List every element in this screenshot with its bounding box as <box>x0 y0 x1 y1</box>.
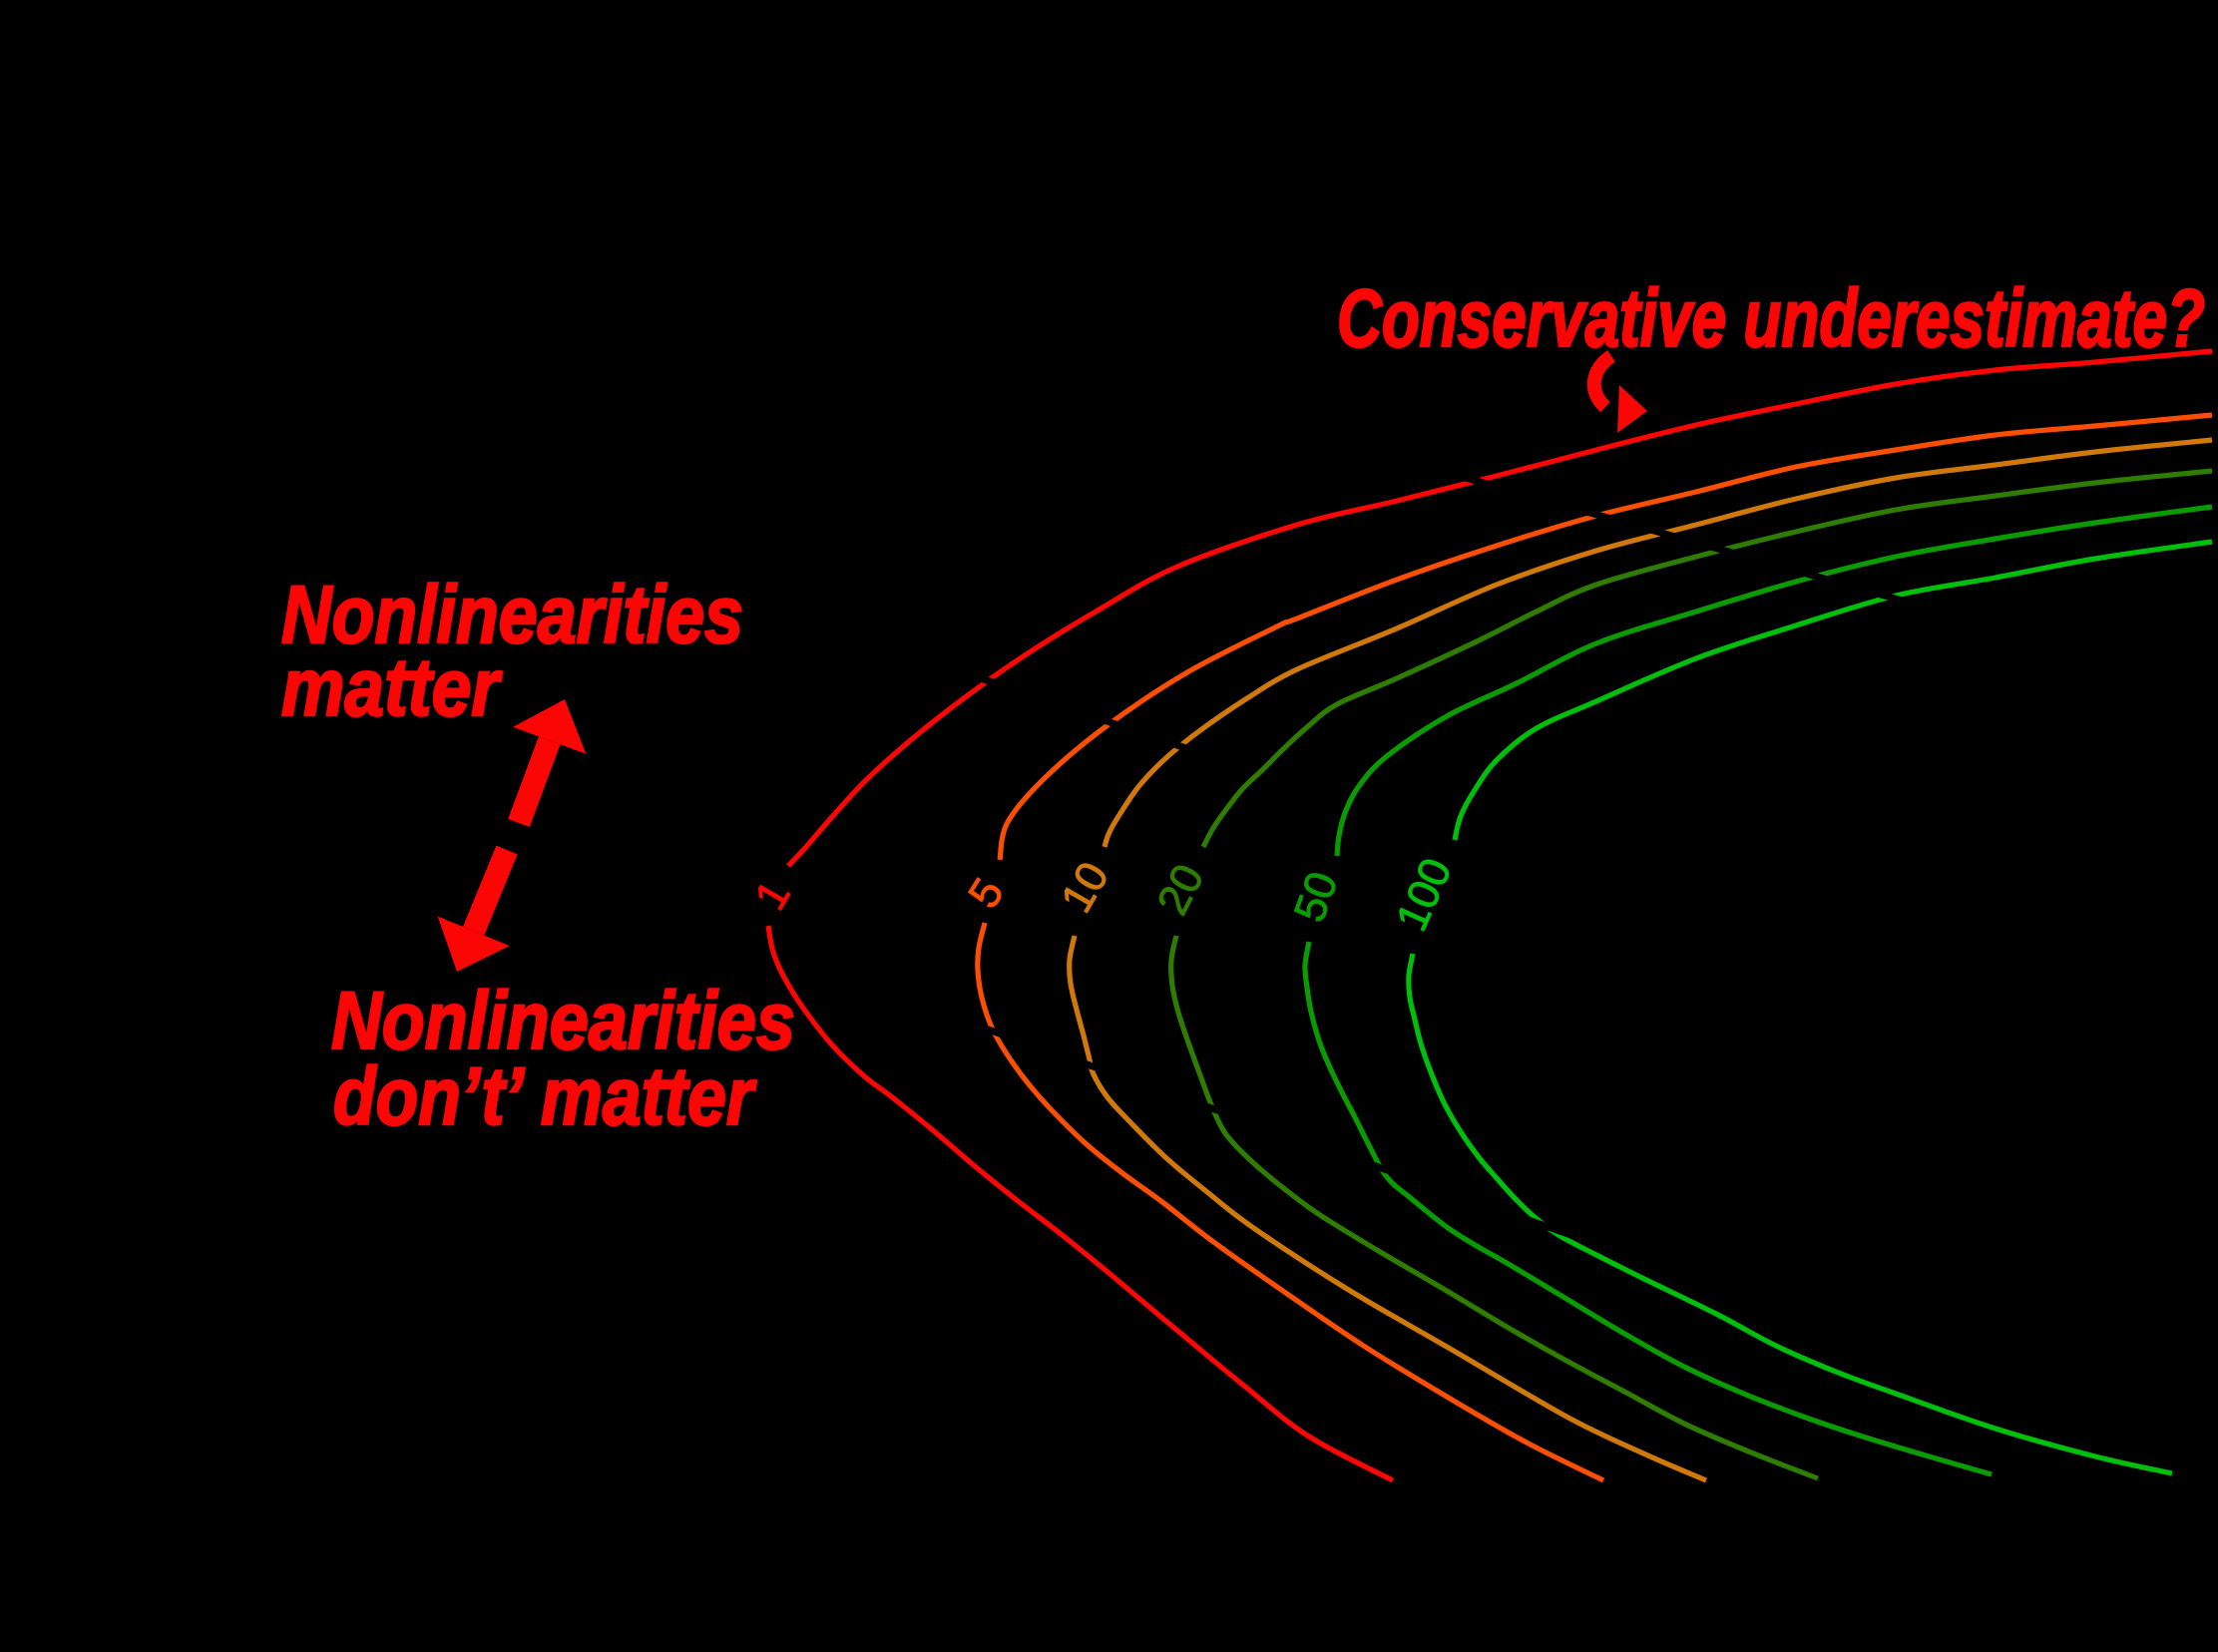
svg-text:matter: matter <box>281 642 503 733</box>
svg-text:Nonlinearities: Nonlinearities <box>331 976 795 1066</box>
svg-text:Nonlinearities: Nonlinearities <box>281 570 743 660</box>
svg-text:don’t’ matter: don’t’ matter <box>333 1051 756 1142</box>
svg-text:Conservative underestimate?: Conservative underestimate? <box>1337 273 2205 364</box>
